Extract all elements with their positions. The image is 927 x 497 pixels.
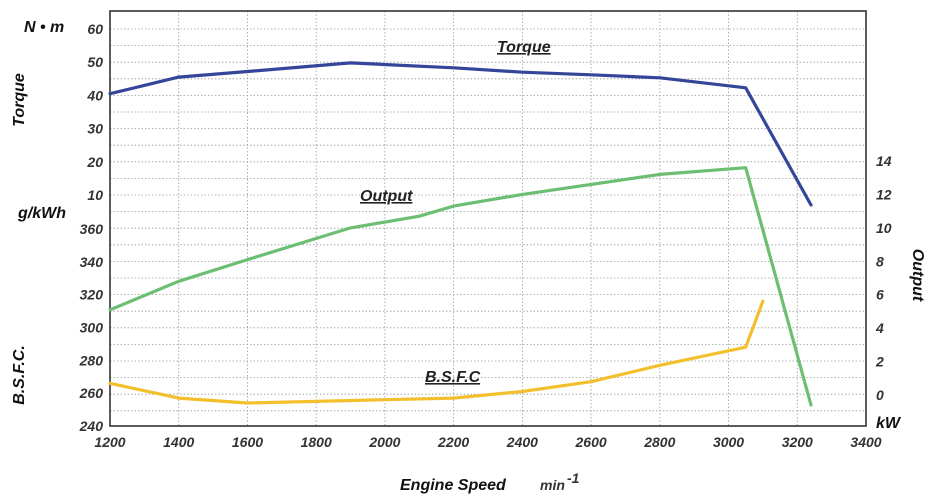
bsfc-tick-labels: 360 340 320 300 280 260 240 <box>79 221 104 434</box>
x-tick-label: 3000 <box>713 434 744 450</box>
output-unit: kW <box>876 415 902 432</box>
output-tick-label: 2 <box>875 354 884 370</box>
output-tick-label: 14 <box>876 153 892 169</box>
x-axis-unit: min <box>540 477 565 493</box>
grid <box>110 11 866 426</box>
series-label-torque: Torque <box>497 39 551 56</box>
output-tick-label: 8 <box>876 253 884 269</box>
output-tick-label: 12 <box>876 186 892 202</box>
torque-tick-label: 20 <box>86 154 103 170</box>
plot-frame <box>109 10 867 427</box>
bsfc-tick-label: 320 <box>80 287 104 303</box>
x-tick-label: 3200 <box>782 434 813 450</box>
bsfc-tick-label: 340 <box>80 254 104 270</box>
x-axis-label: Engine Speed <box>400 477 507 494</box>
series-label-bsfc: B.S.F.C <box>425 369 481 386</box>
x-tick-label: 1800 <box>301 434 332 450</box>
torque-tick-label: 10 <box>87 187 103 203</box>
x-tick-label: 1400 <box>163 434 194 450</box>
x-tick-label: 2200 <box>437 434 469 450</box>
x-axis-title: Engine Speed min -1 <box>400 470 580 494</box>
x-tick-label: 3400 <box>850 434 881 450</box>
bsfc-tick-label: 280 <box>79 352 104 368</box>
torque-tick-label: 30 <box>87 121 103 137</box>
bsfc-unit: g/kWh <box>17 205 66 222</box>
output-tick-label: 4 <box>875 320 884 336</box>
series-line-torque <box>108 61 813 207</box>
x-tick-label: 2800 <box>643 434 675 450</box>
torque-tick-label: 40 <box>86 87 103 103</box>
output-tick-labels: 14 12 10 8 6 4 2 0 <box>875 153 892 403</box>
output-tick-label: 6 <box>876 287 884 303</box>
output-axis-title: Output <box>909 249 926 302</box>
series-line-output <box>108 166 813 407</box>
x-tick-labels: 1200 1400 1600 1800 2000 2200 2400 2600 2800 3000… <box>94 434 881 450</box>
bsfc-tick-label: 360 <box>80 221 104 237</box>
x-tick-label: 2600 <box>575 434 607 450</box>
x-axis-unit-exponent: -1 <box>567 470 580 486</box>
bsfc-tick-label: 260 <box>79 385 104 401</box>
torque-tick-labels: 60 50 40 30 20 10 <box>86 21 103 203</box>
bsfc-axis-title: B.S.F.C. <box>11 345 28 405</box>
bsfc-tick-label: 300 <box>80 320 104 336</box>
x-tick-label: 2400 <box>506 434 538 450</box>
torque-tick-label: 50 <box>87 54 103 70</box>
series-label-output: Output <box>360 188 413 205</box>
series-lines <box>108 61 813 407</box>
x-tick-label: 1200 <box>94 434 125 450</box>
x-tick-label: 2000 <box>368 434 400 450</box>
torque-tick-label: 60 <box>87 21 103 37</box>
output-tick-label: 0 <box>876 387 884 403</box>
torque-axis-title: Torque <box>11 73 28 127</box>
bsfc-tick-label: 240 <box>79 418 104 434</box>
output-tick-label: 10 <box>876 220 892 236</box>
x-tick-label: 1600 <box>232 434 263 450</box>
torque-unit: N • m <box>24 19 64 36</box>
series-line-bsfc <box>108 299 765 405</box>
